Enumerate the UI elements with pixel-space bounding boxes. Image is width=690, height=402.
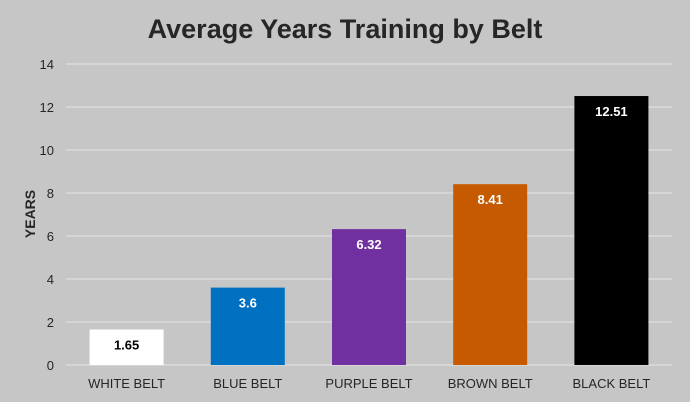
y-tick-label: 8 bbox=[47, 186, 54, 201]
y-axis-title: YEARS bbox=[22, 190, 38, 238]
x-category-label: BLACK BELT bbox=[573, 376, 651, 391]
y-tick-label: 6 bbox=[47, 229, 54, 244]
chart-title: Average Years Training by Belt bbox=[148, 14, 543, 44]
data-labels: 1.65 3.6 6.32 8.41 12.51 bbox=[114, 104, 628, 352]
x-category-label: BLUE BELT bbox=[213, 376, 282, 391]
data-label: 6.32 bbox=[356, 237, 381, 252]
data-label: 1.65 bbox=[114, 338, 139, 353]
bar-brown-belt bbox=[453, 184, 528, 365]
x-category-label: BROWN BELT bbox=[448, 376, 533, 391]
x-category-label: PURPLE BELT bbox=[325, 376, 412, 391]
y-tick-label: 0 bbox=[47, 358, 54, 373]
data-label: 3.6 bbox=[239, 296, 257, 311]
y-axis-ticks: 0 2 4 6 8 10 12 14 bbox=[40, 57, 54, 373]
y-tick-label: 4 bbox=[47, 272, 54, 287]
y-tick-label: 2 bbox=[47, 315, 54, 330]
data-label: 12.51 bbox=[595, 104, 628, 119]
data-label: 8.41 bbox=[478, 192, 503, 207]
bar-black-belt bbox=[574, 96, 649, 365]
bar-blue-belt bbox=[210, 287, 285, 365]
y-tick-label: 10 bbox=[40, 143, 54, 158]
x-axis-categories: WHITE BELT BLUE BELT PURPLE BELT BROWN BELT… bbox=[88, 376, 650, 391]
y-tick-label: 14 bbox=[40, 57, 54, 72]
y-tick-label: 12 bbox=[40, 100, 54, 115]
x-category-label: WHITE BELT bbox=[88, 376, 165, 391]
bar-white-belt bbox=[89, 329, 164, 365]
bar-purple-belt bbox=[332, 229, 406, 365]
bars bbox=[89, 96, 649, 365]
